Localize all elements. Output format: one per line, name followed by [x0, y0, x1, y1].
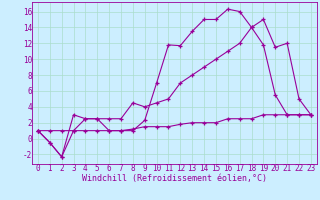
X-axis label: Windchill (Refroidissement éolien,°C): Windchill (Refroidissement éolien,°C)	[82, 174, 267, 183]
